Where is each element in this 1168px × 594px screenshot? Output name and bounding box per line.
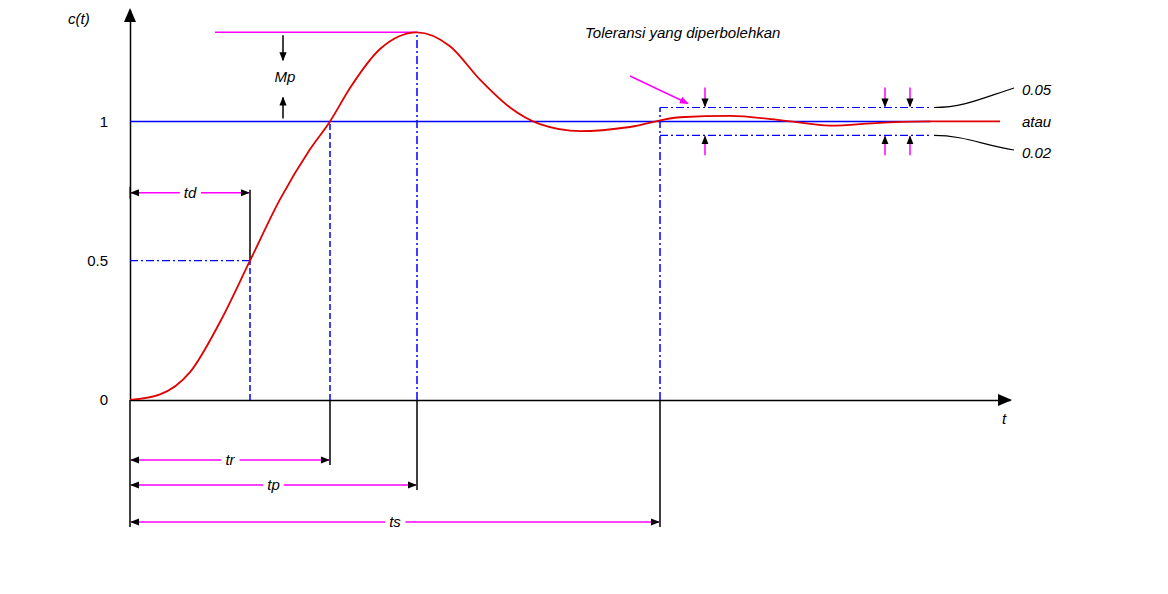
- tp-line: [416, 32, 418, 400]
- y-axis-arrow: [124, 8, 136, 22]
- y-axis-line: [130, 11, 132, 401]
- y-tick: 0.5: [87, 252, 130, 269]
- tolerance-label-leader: [934, 135, 1014, 150]
- ts-line: [659, 108, 661, 401]
- x-axis-line: [131, 400, 1011, 402]
- mp-arrow-bottom: [282, 97, 284, 118]
- tolerance-line: [660, 135, 930, 136]
- chart: 00.51c(t)ttdtrtptsMpToleransi yang diper…: [0, 0, 1168, 594]
- tp-label-bg: [263, 475, 284, 494]
- y-tick-label: 0.5: [87, 252, 108, 269]
- tr-label: tr: [225, 451, 235, 468]
- tolerance-value: 0.02: [1022, 144, 1052, 161]
- td-start-tick: [130, 187, 131, 199]
- ts-label-bg: [385, 512, 405, 531]
- mp-label: Mp: [275, 68, 296, 85]
- response-curve: [130, 32, 1000, 400]
- td-line: [249, 261, 251, 400]
- y-axis-title: c(t): [68, 10, 90, 27]
- td-label-bg: [180, 183, 201, 202]
- tolerance-arrow: [909, 88, 911, 107]
- y-tick: 1: [100, 113, 130, 130]
- tolerance-arrow: [909, 136, 911, 155]
- tolerance-title: Toleransi yang diperbolehkan: [585, 24, 780, 41]
- tolerance-arrow: [884, 136, 886, 155]
- ts-label: ts: [389, 513, 401, 530]
- tr-line: [329, 121, 331, 400]
- tolerance-value: 0.05: [1022, 81, 1052, 98]
- tolerance-arrow: [704, 136, 706, 155]
- td-extension: [249, 190, 251, 261]
- origin-drop-line: [129, 400, 131, 527]
- td-level-line: [130, 260, 250, 261]
- tolerance-leader: [630, 76, 688, 104]
- x-axis: [131, 400, 1011, 401]
- y-axis: 00.51: [87, 11, 130, 409]
- mp-arrow-top: [282, 35, 284, 60]
- y-tick-label: 0: [100, 391, 108, 408]
- x-axis-title: t: [1002, 410, 1007, 427]
- tp-label: tp: [267, 476, 280, 493]
- tolerance-arrow: [704, 88, 706, 107]
- td-label: td: [184, 184, 197, 201]
- tolerance-line: [660, 107, 930, 108]
- x-axis-arrow: [998, 394, 1012, 406]
- tr-label-bg: [221, 450, 239, 469]
- y-tick-label: 1: [100, 113, 108, 130]
- plot-area: [130, 32, 1000, 400]
- tolerance-label-leader: [934, 88, 1014, 108]
- mp-peak-line: [215, 32, 417, 34]
- ts-drop-line: [659, 400, 661, 527]
- tr-drop-line: [329, 400, 331, 465]
- tolerance-separator: atau: [1022, 113, 1052, 130]
- tp-drop-line: [416, 400, 418, 490]
- tolerance-arrow: [884, 88, 886, 107]
- y-tick: 0: [100, 391, 130, 408]
